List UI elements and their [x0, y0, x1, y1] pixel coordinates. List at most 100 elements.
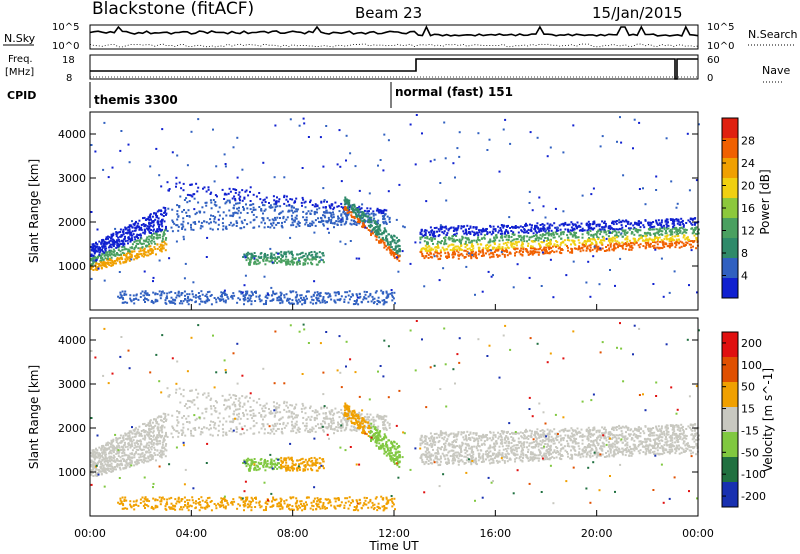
power-cell [485, 228, 488, 230]
power-cell [604, 222, 607, 225]
power-cell [456, 147, 459, 150]
power-cell [272, 195, 275, 198]
power-cell [278, 198, 281, 201]
velocity-cell [98, 459, 101, 462]
power-cell [519, 253, 522, 256]
power-cell [176, 213, 179, 216]
power-cell [572, 260, 575, 263]
power-cell [97, 255, 100, 257]
power-cell [475, 226, 478, 229]
power-cell [691, 240, 694, 242]
power-cell [223, 289, 226, 292]
power-cell [283, 194, 286, 197]
velocity-cell [151, 439, 154, 442]
power-cell [303, 218, 306, 221]
power-cell [596, 231, 599, 234]
power-cell [120, 253, 123, 256]
velocity-cell [175, 388, 178, 391]
power-cell [388, 246, 391, 249]
power-cell [355, 215, 358, 218]
power-cell [535, 231, 538, 234]
power-cell [291, 254, 294, 257]
velocity-cell [139, 433, 142, 436]
power-cell [232, 188, 235, 191]
power-cell [609, 269, 611, 271]
power-cell [144, 223, 147, 226]
power-cell [668, 246, 671, 249]
power-colorbar-tick-label: 28 [741, 135, 755, 148]
power-cell [686, 132, 689, 135]
nsearch-series [89, 43, 699, 48]
power-cell [298, 260, 301, 263]
power-cell [593, 245, 596, 248]
power-cell [261, 201, 264, 204]
power-cell [198, 297, 201, 300]
power-cell [263, 209, 266, 212]
power-cell [307, 257, 310, 260]
power-cell [323, 214, 326, 217]
power-cell [149, 245, 152, 248]
power-cell [90, 263, 93, 266]
power-cell [675, 244, 678, 246]
power-cell [284, 253, 287, 256]
power-cell [473, 231, 476, 234]
velocity-cell [131, 453, 134, 456]
power-cell [526, 230, 529, 233]
power-cell [505, 238, 508, 241]
power-cell [545, 250, 548, 253]
power-cell [243, 303, 245, 306]
power-cell [137, 298, 140, 301]
power-cell [332, 216, 335, 219]
power-cell [504, 250, 507, 252]
power-cell [177, 291, 180, 294]
power-cell [391, 240, 394, 243]
power-cell [126, 258, 129, 261]
power-cell [358, 211, 361, 214]
power-cell [581, 233, 584, 236]
power-cell [262, 204, 264, 207]
power-cell [184, 298, 187, 301]
power-cell [158, 259, 161, 262]
power-cell [316, 291, 319, 294]
power-cell [127, 229, 130, 232]
power-cell [421, 132, 423, 135]
power-cell [685, 229, 688, 231]
power-cell [155, 230, 157, 233]
power-cell [349, 152, 352, 155]
velocity-cell [164, 455, 167, 458]
power-cell [114, 227, 117, 230]
velocity-cell [112, 468, 115, 471]
power-cell [219, 295, 222, 298]
power-cell [638, 121, 641, 124]
velocity-cell [90, 471, 93, 474]
power-cell [439, 249, 442, 252]
power-cell [320, 220, 323, 223]
velocity-cell [158, 452, 161, 454]
power-cell [592, 255, 595, 258]
power-cell [498, 246, 501, 248]
power-cell [309, 222, 311, 225]
power-cell [649, 242, 652, 245]
power-cell [183, 277, 186, 280]
power-cell [390, 246, 393, 249]
power-cell [284, 258, 287, 261]
power-cell [316, 204, 319, 207]
velocity-cell [144, 429, 147, 432]
power-cell [186, 215, 188, 217]
power-cell [585, 249, 588, 252]
power-cell [341, 220, 344, 223]
power-cell [206, 296, 209, 298]
velocity-cell [158, 431, 160, 434]
power-cell [598, 224, 601, 227]
power-cell [542, 229, 545, 232]
power-cell [390, 253, 393, 256]
power-cell [233, 294, 236, 297]
power-cell [647, 238, 650, 241]
power-cell [116, 259, 119, 262]
power-cell [385, 222, 388, 224]
velocity-cell [301, 402, 304, 405]
power-cell [90, 211, 93, 213]
power-cell [639, 234, 642, 237]
power-cell [555, 245, 557, 248]
power-cell [586, 240, 588, 243]
